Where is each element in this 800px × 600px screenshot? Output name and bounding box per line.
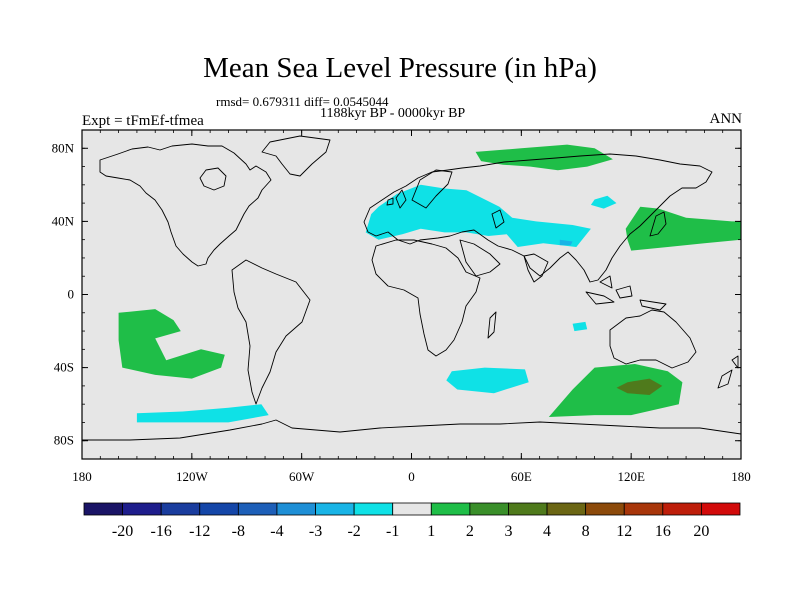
- coastline-british-isles: [386, 189, 407, 209]
- colorbar-label: -12: [189, 523, 210, 540]
- colorbar-swatch: [160, 502, 201, 516]
- arctic-high-region: [475, 144, 613, 171]
- colorbar: -20 -16 -12 -8 -4 -3 -2 -1 1 2 3 4 8 12 16 20: [83, 502, 741, 540]
- coastline-hudson-bay: [199, 167, 227, 191]
- coastline-north-america: [99, 143, 272, 267]
- colorbar-label: -20: [112, 523, 133, 540]
- colorbar-label: -2: [347, 523, 360, 540]
- colorbar-label: 20: [693, 523, 709, 540]
- colorbar-label: 3: [504, 523, 512, 540]
- coastline-australia: [609, 309, 697, 369]
- coastline-arabia: [459, 239, 501, 277]
- x-tick-label: 120W: [176, 469, 209, 484]
- x-tick-label: 60E: [511, 469, 532, 484]
- coastline-caspian: [491, 209, 505, 229]
- north-atlantic-europe-low-region: [365, 184, 591, 247]
- x-tick-label: 60W: [289, 469, 315, 484]
- coastline-scandinavia: [411, 169, 453, 209]
- x-tick-label: 180: [731, 469, 751, 484]
- y-tick-label: 80N: [52, 140, 75, 155]
- coastline-south-america: [231, 259, 311, 405]
- colorbar-swatch: [392, 502, 432, 516]
- experiment-label: Expt = tFmEf-tfmea: [82, 113, 204, 129]
- colorbar-label: -4: [270, 523, 283, 540]
- colorbar-label: -16: [151, 523, 172, 540]
- y-tick-label: 80S: [54, 433, 74, 448]
- colorbar-swatch: [469, 502, 509, 516]
- colorbar-swatch: [353, 502, 394, 516]
- mongolia-low-region: [590, 195, 617, 209]
- colorbar-label: 8: [582, 523, 590, 540]
- colorbar-label: 1: [427, 523, 435, 540]
- coastline-new-zealand: [717, 355, 739, 389]
- indian-ocean-low-region: [572, 321, 588, 332]
- y-tick-label: 40N: [52, 213, 75, 228]
- bight-high-region: [616, 378, 663, 395]
- colorbar-swatch: [701, 502, 741, 516]
- north-pacific-high-region: [625, 206, 741, 251]
- colorbar-swatch: [237, 502, 278, 516]
- x-tick-label: 120E: [617, 469, 645, 484]
- season-label: ANN: [709, 111, 743, 127]
- colorbar-swatch: [83, 502, 123, 516]
- coastline-eurasia: [363, 153, 713, 283]
- anomaly-layer: [118, 144, 741, 423]
- coastline-antarctica: [82, 419, 741, 441]
- axis-ticks: 180 120W 60W 0 60E 120E 180 80N 40N 0 40S 80S: [52, 129, 751, 484]
- y-tick-label: 0: [68, 287, 75, 302]
- coastline-india: [523, 253, 549, 283]
- colorbar-swatch: [199, 502, 239, 516]
- colorbar-swatch: [508, 502, 548, 516]
- y-tick-label: 40S: [54, 360, 74, 375]
- colorbar-label: 2: [466, 523, 474, 540]
- colorbar-label: 4: [543, 523, 551, 540]
- x-tick-label: 180: [72, 469, 92, 484]
- coastline-layer: [82, 135, 741, 441]
- colorbar-swatch: [122, 502, 162, 516]
- colorbar-label: -1: [386, 523, 399, 540]
- rmsd-diff-stats: rmsd= 0.679311 diff= 0.0545044: [216, 94, 389, 109]
- colorbar-swatch: [315, 502, 355, 516]
- period-subtitle: 1188kyr BP - 0000kyr BP: [320, 106, 466, 121]
- colorbar-swatch: [430, 502, 471, 516]
- colorbar-label: -8: [232, 523, 245, 540]
- coastline-africa: [371, 239, 481, 357]
- colorbar-swatch: [546, 502, 587, 516]
- india-deep-low-region: [559, 239, 573, 246]
- south-pacific-high-region: [118, 309, 225, 379]
- colorbar-label: 16: [655, 523, 671, 540]
- coastline-japan: [649, 211, 667, 237]
- southern-pacific-low-region: [136, 404, 269, 423]
- coastline-indonesia: [585, 275, 667, 311]
- colorbar-label: -3: [309, 523, 322, 540]
- colorbar-swatch: [276, 502, 316, 516]
- colorbar-swatch: [623, 502, 664, 516]
- southern-australia-high-region: [548, 364, 683, 417]
- colorbar-swatch: [585, 502, 625, 516]
- chart-title: Mean Sea Level Pressure (in hPa): [203, 52, 597, 84]
- colorbar-label: 12: [616, 523, 632, 540]
- x-tick-label: 0: [408, 469, 415, 484]
- south-indian-ocean-low-region: [446, 367, 529, 394]
- coastline-madagascar: [487, 311, 497, 339]
- colorbar-swatch: [662, 502, 702, 516]
- coastline-greenland: [261, 135, 331, 177]
